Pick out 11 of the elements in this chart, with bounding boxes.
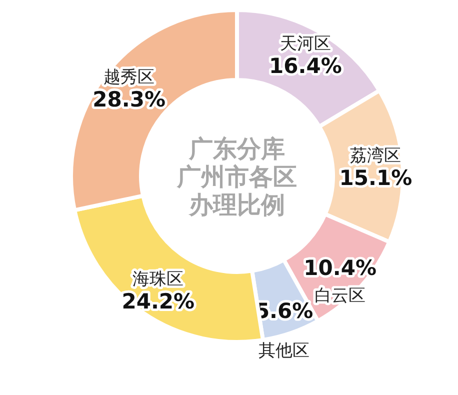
data-label: 10.4% <box>304 256 377 280</box>
slice-label: 天河区 <box>280 34 331 54</box>
text: 广东分库广州市各区办理比例 <box>176 135 297 219</box>
slice-label: 荔湾区 <box>350 146 402 166</box>
slice-label: 白云区 <box>314 286 366 306</box>
data-label: 15.1% <box>339 166 412 190</box>
slice-label: 越秀区 <box>104 67 155 88</box>
data-label: 28.3% <box>92 87 166 112</box>
data-label: 16.4% <box>269 54 342 78</box>
slice-label: 海珠区 <box>132 269 184 290</box>
slice-label: 其他区 <box>258 341 310 362</box>
